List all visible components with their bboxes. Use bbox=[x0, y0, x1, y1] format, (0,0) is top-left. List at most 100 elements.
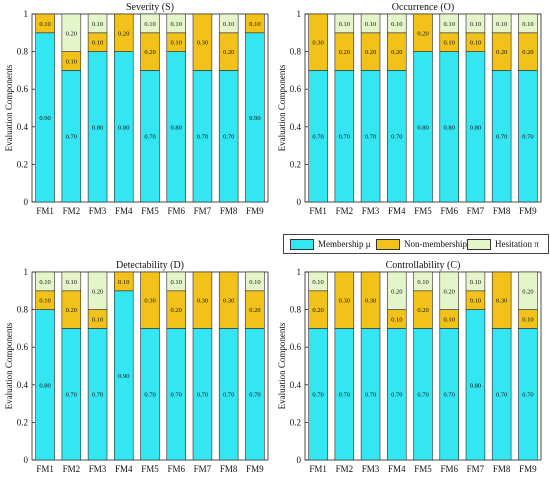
x-tick-label: FM5 bbox=[414, 206, 432, 216]
bar-nonmembership-fm5 bbox=[413, 13, 433, 52]
label-membership-fm3: 0.70 bbox=[365, 392, 376, 399]
x-tick-label: FM9 bbox=[246, 206, 264, 216]
label-hesitation-fm3: 0.10 bbox=[365, 21, 376, 28]
label-nonmembership-fm4: 0.10 bbox=[118, 279, 129, 286]
chart-title: Occurrence (O) bbox=[392, 2, 454, 13]
y-tick-label: 0.6 bbox=[17, 342, 29, 352]
label-membership-fm2: 0.70 bbox=[66, 392, 77, 399]
label-hesitation-fm6: 0.10 bbox=[171, 279, 182, 286]
y-tick-label: 0 bbox=[297, 455, 302, 465]
label-nonmembership-fm9: 0.10 bbox=[522, 317, 533, 324]
y-tick-label: 0.6 bbox=[290, 84, 302, 94]
legend-label-nonmembership: Non-membership ν bbox=[404, 239, 474, 249]
y-tick-label: 0.2 bbox=[290, 159, 301, 169]
label-hesitation-fm6: 0.10 bbox=[444, 21, 455, 28]
bar-nonmembership-fm8 bbox=[218, 271, 239, 329]
label-membership-fm8: 0.70 bbox=[223, 134, 234, 141]
label-nonmembership-fm1: 0.20 bbox=[312, 307, 323, 314]
label-membership-fm9: 0.70 bbox=[522, 134, 533, 141]
x-tick-label: FM7 bbox=[467, 464, 485, 474]
label-hesitation-fm4: 0.20 bbox=[391, 288, 402, 295]
bar-hesitation-fm2 bbox=[334, 13, 355, 34]
x-tick-label: FM3 bbox=[362, 206, 380, 216]
y-axis-label: Evaluation Components bbox=[4, 64, 14, 151]
x-tick-label: FM3 bbox=[89, 206, 107, 216]
bar-nonmembership-fm8 bbox=[491, 271, 512, 329]
bar-hesitation-fm1 bbox=[35, 271, 55, 292]
y-tick-label: 0.2 bbox=[17, 159, 28, 169]
label-membership-fm8: 0.70 bbox=[223, 392, 234, 399]
label-membership-fm3: 0.80 bbox=[92, 124, 103, 131]
label-nonmembership-fm9: 0.20 bbox=[522, 49, 533, 56]
y-axis-label: Evaluation Components bbox=[277, 322, 287, 409]
bar-hesitation-fm3 bbox=[87, 13, 108, 34]
bar-hesitation-fm6 bbox=[439, 13, 459, 34]
label-membership-fm1: 0.80 bbox=[39, 382, 50, 389]
x-tick-label: FM4 bbox=[388, 206, 406, 216]
label-membership-fm2: 0.70 bbox=[66, 134, 77, 141]
x-tick-label: FM1 bbox=[309, 464, 327, 474]
bar-nonmembership-fm1 bbox=[308, 13, 328, 71]
label-nonmembership-fm8: 0.30 bbox=[496, 298, 507, 305]
label-membership-fm4: 0.70 bbox=[391, 392, 402, 399]
label-hesitation-fm4: 0.10 bbox=[391, 21, 402, 28]
label-membership-fm5: 0.80 bbox=[417, 124, 428, 131]
label-membership-fm8: 0.70 bbox=[496, 134, 507, 141]
bar-hesitation-fm3 bbox=[360, 13, 381, 34]
label-membership-fm5: 0.70 bbox=[144, 134, 155, 141]
bar-hesitation-fm7 bbox=[465, 13, 486, 34]
bar-nonmembership-fm4 bbox=[114, 13, 134, 52]
bar-hesitation-fm4 bbox=[387, 13, 407, 34]
legend-label-hesitation: Hesitation π bbox=[495, 239, 539, 249]
label-membership-fm8: 0.70 bbox=[496, 392, 507, 399]
label-membership-fm6: 0.70 bbox=[444, 392, 455, 399]
label-membership-fm5: 0.70 bbox=[417, 392, 428, 399]
bar-hesitation-fm9 bbox=[518, 271, 538, 310]
label-nonmembership-fm8: 0.20 bbox=[496, 49, 507, 56]
label-nonmembership-fm7: 0.30 bbox=[197, 298, 208, 305]
label-nonmembership-fm7: 0.30 bbox=[197, 40, 208, 47]
x-tick-label: FM2 bbox=[336, 206, 354, 216]
label-nonmembership-fm4: 0.20 bbox=[391, 49, 402, 56]
chart-occurrence: 0 0.2 0.4 0.6 0.8 1 0.70 0.30 FM1 0.70 0.20 0.10 FM2… bbox=[277, 2, 542, 216]
y-tick-label: 0.4 bbox=[17, 122, 29, 132]
x-tick-label: FM4 bbox=[115, 206, 133, 216]
x-tick-label: FM8 bbox=[220, 206, 238, 216]
bar-hesitation-fm5 bbox=[140, 13, 160, 34]
label-membership-fm7: 0.80 bbox=[470, 382, 481, 389]
bar-nonmembership-fm3 bbox=[360, 271, 381, 329]
label-membership-fm2: 0.70 bbox=[339, 134, 350, 141]
bar-hesitation-fm8 bbox=[491, 13, 512, 34]
bar-hesitation-fm6 bbox=[439, 271, 459, 310]
x-tick-label: FM7 bbox=[194, 464, 212, 474]
x-tick-label: FM3 bbox=[89, 464, 107, 474]
label-hesitation-fm7: 0.10 bbox=[470, 21, 481, 28]
label-nonmembership-fm1: 0.30 bbox=[312, 40, 323, 47]
label-nonmembership-fm8: 0.30 bbox=[223, 298, 234, 305]
legend-item-nonmembership: Non-membership ν bbox=[376, 238, 473, 250]
chart-title: Detectability (D) bbox=[116, 260, 184, 271]
y-tick-label: 1 bbox=[297, 267, 302, 277]
x-tick-label: FM6 bbox=[167, 464, 185, 474]
label-membership-fm2: 0.70 bbox=[339, 392, 350, 399]
label-nonmembership-fm3: 0.30 bbox=[365, 298, 376, 305]
bar-hesitation-fm3 bbox=[87, 271, 108, 310]
y-tick-label: 0.4 bbox=[17, 380, 29, 390]
label-nonmembership-fm2: 0.20 bbox=[339, 49, 350, 56]
legend-item-hesitation: Hesitation π bbox=[467, 238, 539, 250]
label-membership-fm5: 0.70 bbox=[144, 392, 155, 399]
x-tick-label: FM4 bbox=[388, 464, 406, 474]
chart-controllability: 0 0.2 0.4 0.6 0.8 1 0.70 0.20 0.10 FM1 0.70 0.30 FM2… bbox=[277, 260, 542, 474]
label-membership-fm9: 0.70 bbox=[249, 392, 260, 399]
bar-nonmembership-fm2 bbox=[334, 271, 355, 329]
label-hesitation-fm6: 0.10 bbox=[171, 21, 182, 28]
label-hesitation-fm9: 0.10 bbox=[249, 279, 260, 286]
label-nonmembership-fm3: 0.10 bbox=[92, 40, 103, 47]
label-membership-fm3: 0.70 bbox=[92, 392, 103, 399]
y-tick-label: 0 bbox=[24, 455, 29, 465]
x-tick-label: FM6 bbox=[440, 464, 458, 474]
x-tick-label: FM9 bbox=[519, 464, 537, 474]
label-nonmembership-fm3: 0.20 bbox=[365, 49, 376, 56]
y-tick-label: 0.8 bbox=[17, 305, 29, 315]
